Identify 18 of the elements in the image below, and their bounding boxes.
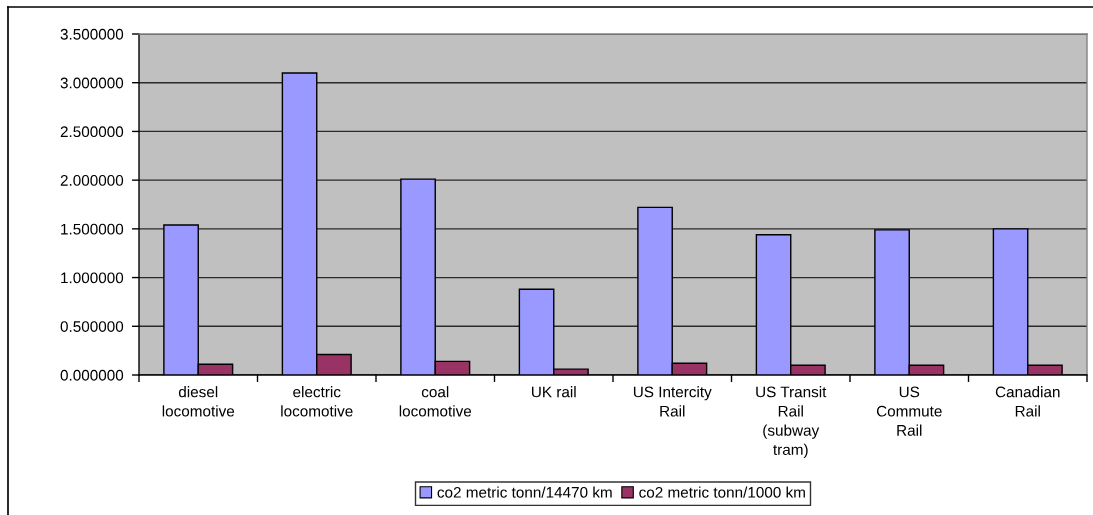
- legend-label: co2 metric tonn/1000 km: [639, 486, 805, 498]
- y-tick-label: 0.500000: [60, 321, 124, 332]
- x-tick-label: diesel locomotive: [162, 386, 235, 417]
- x-tick-label: US Commute Rail: [876, 386, 942, 436]
- x-tick-label: UK rail: [532, 386, 576, 398]
- x-tick-label: electric locomotive: [281, 386, 353, 417]
- y-tick-label: 3.500000: [60, 28, 124, 40]
- y-tick-label: 2.000000: [60, 175, 124, 186]
- legend-label: co2 metric tonn/14470 km: [437, 486, 612, 498]
- x-tick-label: coal locomotive: [399, 386, 472, 417]
- x-tick-label: US Intercity Rail: [633, 386, 712, 417]
- y-tick-label: 1.000000: [61, 272, 124, 284]
- y-tick-label: 2.500000: [60, 126, 124, 138]
- x-tick-label: US Transit Rail (subway tram): [756, 386, 827, 459]
- y-tick-label: 1.500000: [61, 223, 124, 235]
- y-tick-label: 0.000000: [60, 369, 124, 381]
- x-tick-label: Canadian Rail: [995, 386, 1060, 417]
- y-tick-label: 3.000000: [60, 77, 124, 89]
